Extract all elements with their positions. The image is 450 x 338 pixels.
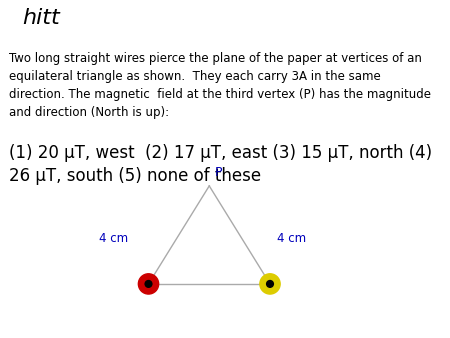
Text: Two long straight wires pierce the plane of the paper at vertices of an
equilate: Two long straight wires pierce the plane… (9, 52, 431, 119)
Text: (1) 20 μT, west  (2) 17 μT, east (3) 15 μT, north (4)
26 μT, south (5) none of t: (1) 20 μT, west (2) 17 μT, east (3) 15 μ… (9, 144, 432, 185)
Ellipse shape (138, 274, 159, 294)
Text: 4 cm: 4 cm (277, 232, 306, 245)
Text: hitt: hitt (22, 8, 60, 28)
Text: 4 cm: 4 cm (99, 232, 128, 245)
Ellipse shape (260, 274, 280, 294)
Ellipse shape (266, 281, 274, 287)
Text: P: P (215, 166, 223, 179)
Ellipse shape (145, 281, 152, 287)
